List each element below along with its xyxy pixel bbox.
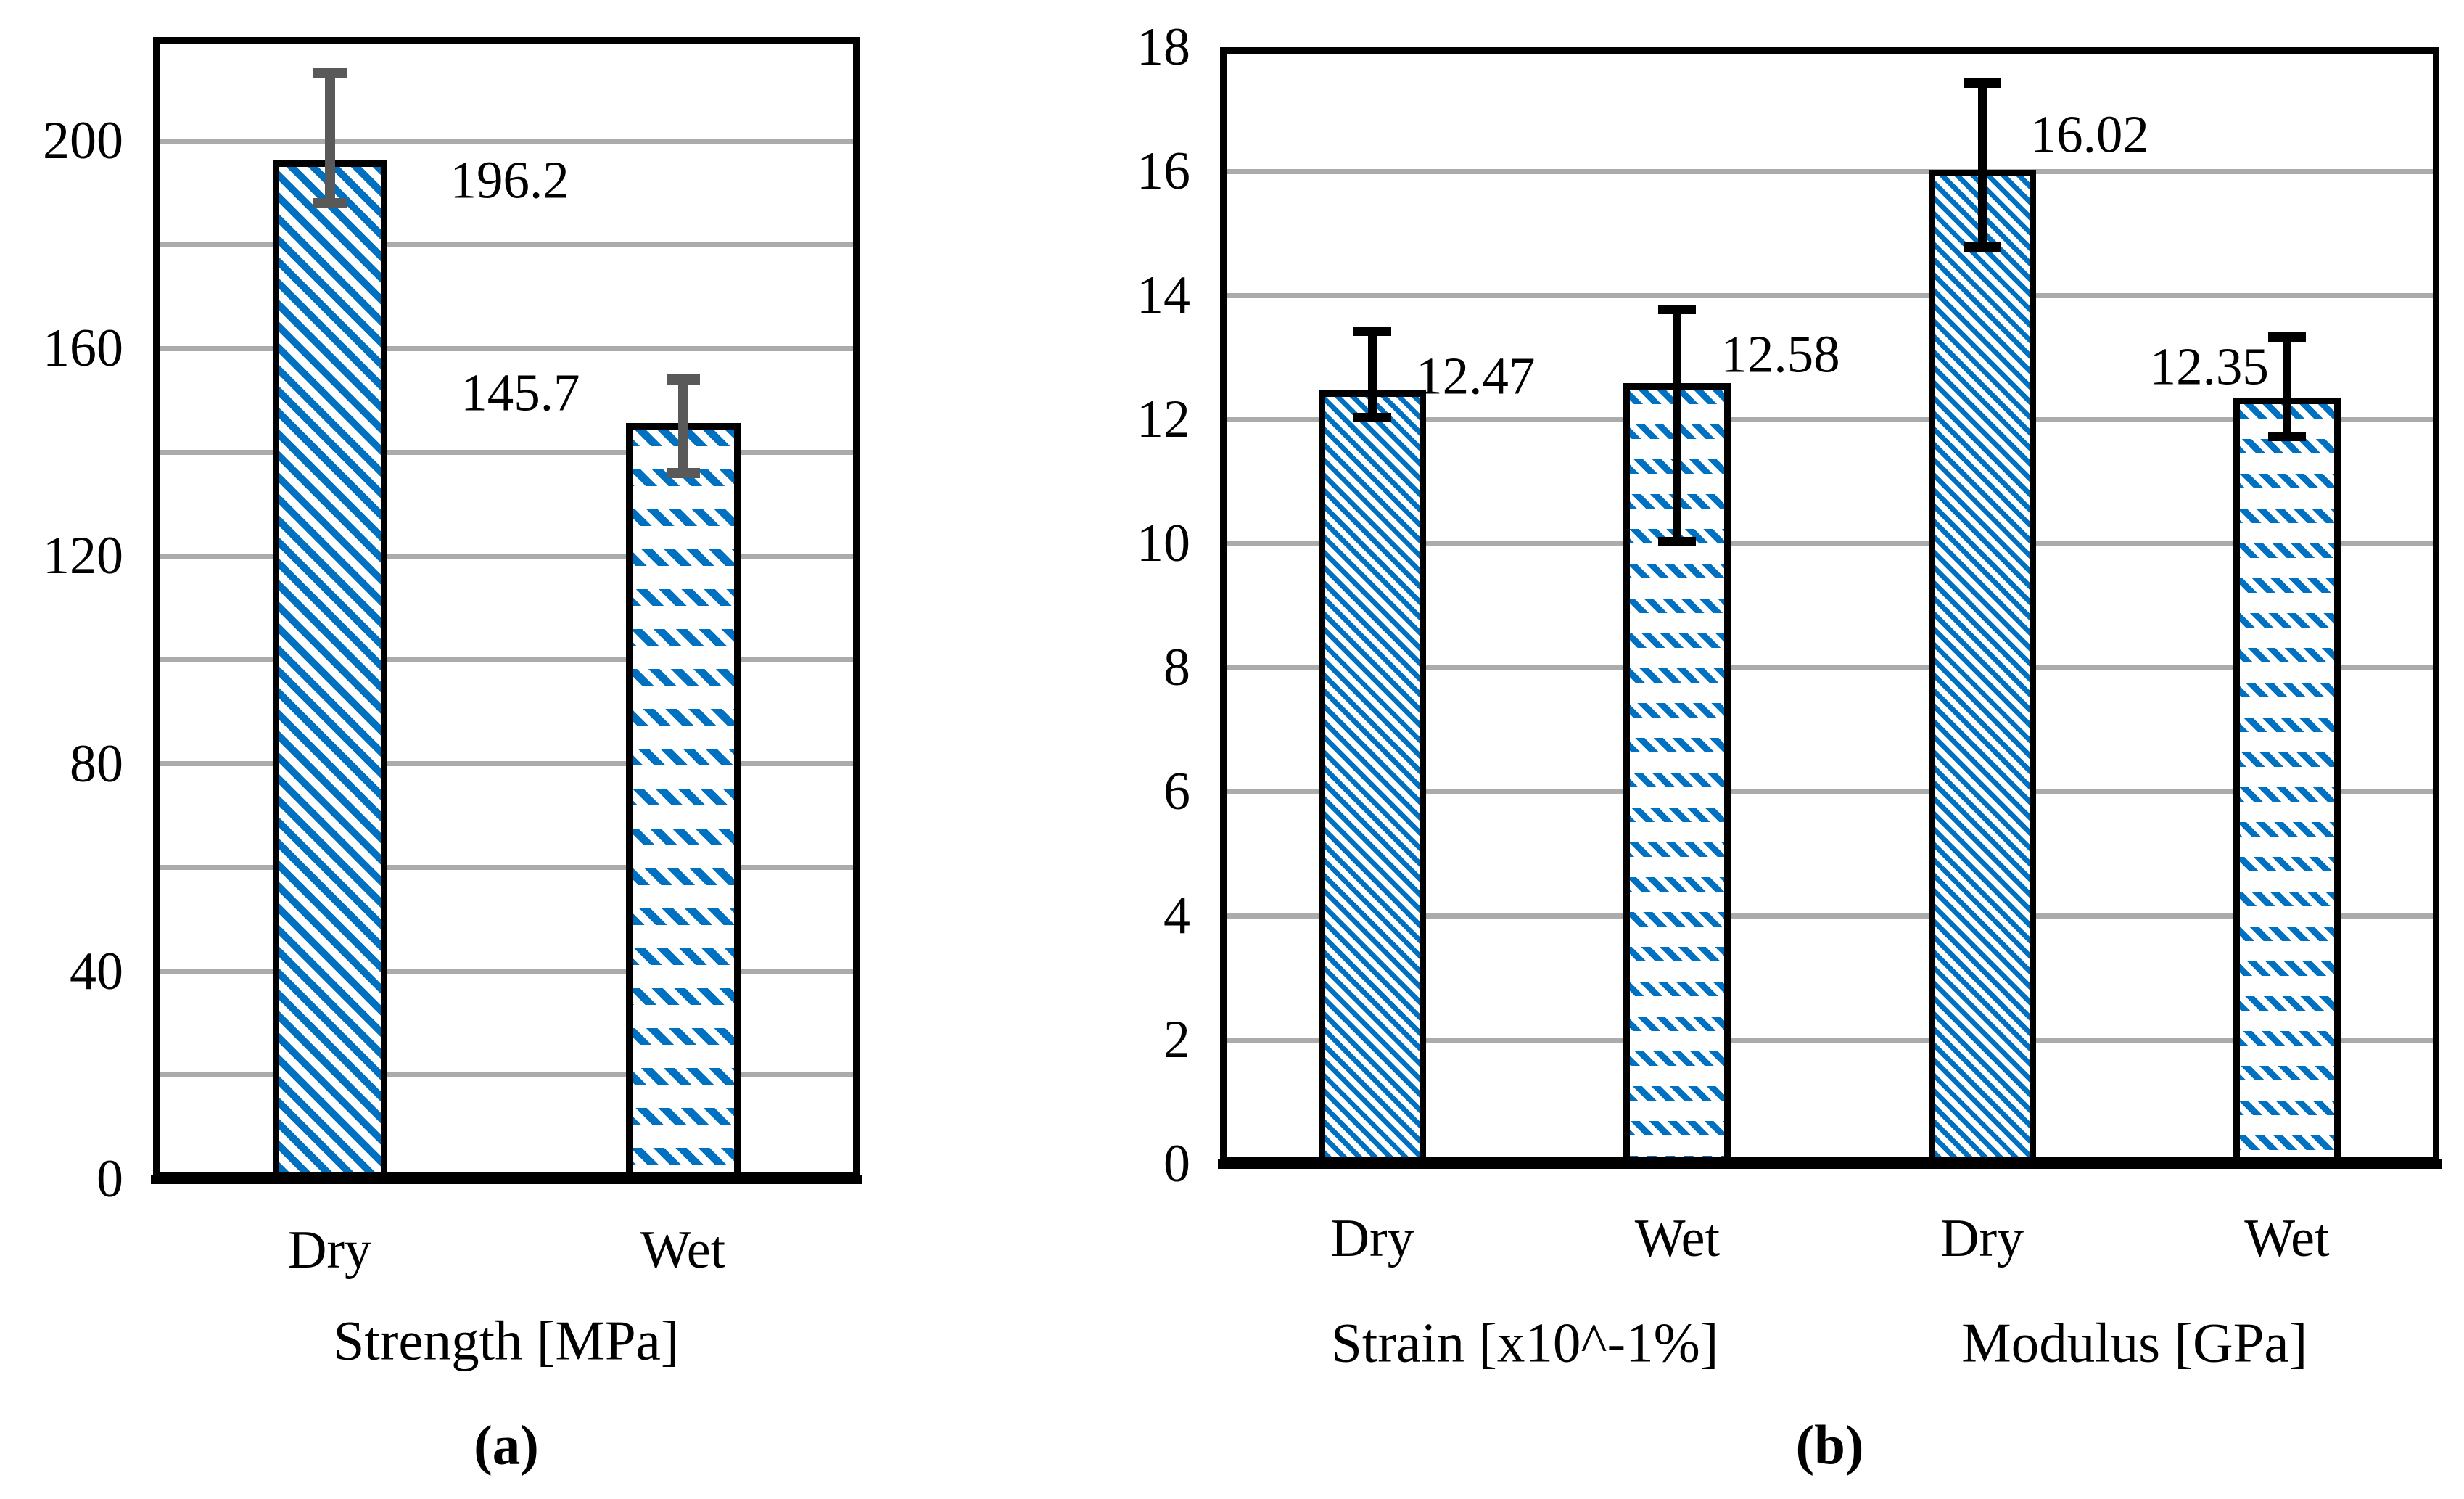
gridline: [1220, 1037, 2439, 1043]
gridline: [153, 865, 860, 871]
bar-dry: [1319, 390, 1427, 1164]
y-axis-tick-label: 10: [1137, 514, 1190, 573]
gridline: [1220, 541, 2439, 546]
y-axis-tick-label: 12: [1137, 390, 1190, 449]
error-bar-stem: [677, 374, 688, 479]
error-bar-cap-bottom: [313, 198, 347, 209]
error-bar-cap-top: [2267, 332, 2306, 342]
y-axis-tick-label: 0: [96, 1149, 123, 1209]
bar-dry: [1928, 170, 2036, 1164]
error-bar-stem: [324, 67, 335, 209]
bar-wet: [2233, 398, 2341, 1164]
category-label: Wet: [1634, 1209, 1721, 1268]
data-label: 12.35: [2149, 337, 2269, 396]
gridline: [153, 138, 860, 144]
data-label: 12.47: [1416, 346, 1536, 406]
bar-dry: [272, 160, 387, 1179]
gridline: [1220, 665, 2439, 670]
category-label: Wet: [640, 1220, 726, 1280]
gridline: [1220, 292, 2439, 298]
y-axis-tick-label: 8: [1163, 638, 1190, 697]
gridline: [153, 242, 860, 247]
gridline: [1220, 789, 2439, 794]
error-bar-cap-top: [313, 67, 347, 78]
gridline: [153, 345, 860, 351]
error-bar-cap-bottom: [666, 468, 700, 479]
bar-wet: [625, 422, 741, 1179]
gridline: [1220, 913, 2439, 919]
y-axis-tick-label: 2: [1163, 1010, 1190, 1069]
data-label: 16.02: [2030, 104, 2149, 164]
panel-caption: (a): [474, 1413, 539, 1477]
gridline: [153, 969, 860, 974]
error-bar-stem: [1368, 326, 1377, 423]
category-label: Dry: [1940, 1209, 2024, 1268]
error-bar-cap-top: [1353, 326, 1392, 336]
error-bar-cap-bottom: [1353, 413, 1392, 423]
gridline: [153, 449, 860, 455]
error-bar-stem: [1673, 304, 1682, 547]
gridline: [153, 657, 860, 663]
error-bar-cap-bottom: [1963, 242, 2001, 252]
panel-caption: (b): [1795, 1413, 1864, 1477]
x-axis-title: Strength [MPa]: [333, 1309, 680, 1372]
gridline: [153, 761, 860, 767]
gridline: [1220, 168, 2439, 174]
gridline: [153, 1072, 860, 1078]
group-title: Modulus [GPa]: [1961, 1311, 2308, 1374]
data-label: 12.58: [1721, 324, 1840, 384]
y-axis-tick-label: 6: [1163, 762, 1190, 821]
error-bar-stem: [2282, 332, 2291, 441]
gridline: [1220, 416, 2439, 422]
category-label: Dry: [1330, 1209, 1414, 1268]
y-axis-tick-label: 14: [1137, 266, 1190, 325]
y-axis-tick-label: 200: [43, 111, 123, 171]
y-axis-tick-label: 120: [43, 526, 123, 586]
y-axis-tick-label: 0: [1163, 1134, 1190, 1194]
y-axis-tick-label: 40: [70, 941, 123, 1001]
gridline: [153, 553, 860, 559]
error-bar-stem: [1977, 78, 1987, 252]
plot-frame: [1220, 47, 2439, 1164]
error-bar-cap-bottom: [1658, 537, 1697, 547]
y-axis-tick-label: 16: [1137, 141, 1190, 201]
y-axis-tick-label: 4: [1163, 886, 1190, 945]
error-bar-cap-top: [1658, 304, 1697, 314]
category-label: Dry: [287, 1220, 372, 1280]
group-title: Strain [x10^-1%]: [1331, 1311, 1719, 1374]
error-bar-cap-top: [1963, 78, 2001, 88]
error-bar-cap-bottom: [2267, 431, 2306, 441]
data-label: 196.2: [450, 150, 569, 210]
error-bar-cap-top: [666, 374, 700, 385]
y-axis-tick-label: 80: [70, 734, 123, 794]
y-axis-tick-label: 160: [43, 319, 123, 379]
x-axis-line: [151, 1175, 862, 1184]
x-axis-line: [1218, 1159, 2442, 1169]
category-label: Wet: [2244, 1209, 2330, 1268]
data-label: 145.7: [461, 363, 580, 422]
y-axis-tick-label: 18: [1137, 17, 1190, 77]
